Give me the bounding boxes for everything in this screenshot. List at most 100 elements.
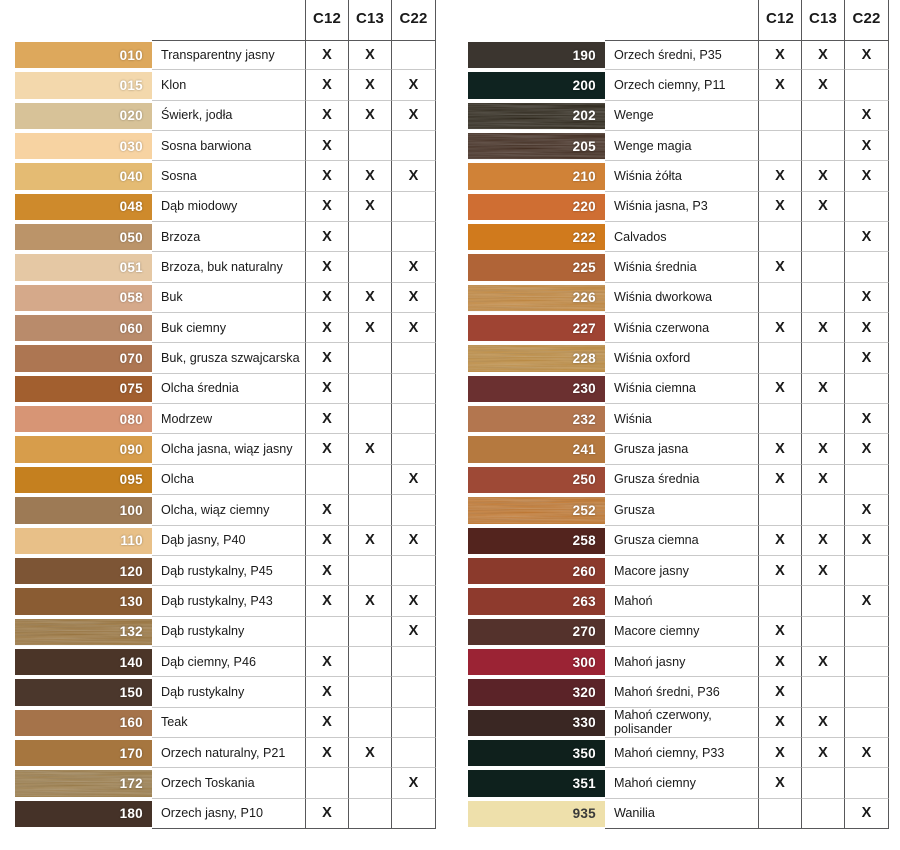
table-row[interactable]: 090 Olcha jasna, wiąz jasny X X (15, 434, 436, 465)
color-swatch[interactable]: 075 (15, 373, 152, 405)
availability-cell-c12[interactable]: X (305, 191, 348, 223)
availability-cell-c13[interactable] (801, 616, 844, 647)
availability-cell-c13[interactable] (348, 373, 391, 405)
availability-cell-c12[interactable] (758, 495, 801, 526)
table-row[interactable]: 130 Dąb rustykalny, P43 X X X (15, 586, 436, 617)
color-swatch[interactable]: 080 (15, 404, 152, 435)
availability-cell-c12[interactable] (305, 768, 348, 799)
availability-cell-c22[interactable]: X (391, 616, 436, 647)
color-swatch[interactable]: 258 (468, 525, 605, 556)
table-row[interactable]: 350 Mahoń ciemny, P33 X X X (468, 737, 889, 769)
color-swatch[interactable]: 132 (15, 616, 152, 647)
table-row[interactable]: 070 Buk, grusza szwajcarska X (15, 343, 436, 374)
availability-cell-c22[interactable] (844, 70, 889, 101)
availability-cell-c13[interactable] (348, 464, 391, 496)
table-row[interactable]: 075 Olcha średnia X (15, 373, 436, 405)
color-swatch[interactable]: 210 (468, 161, 605, 192)
table-row[interactable]: 232 Wiśnia X (468, 404, 889, 435)
table-row[interactable]: 058 Buk X X X (15, 282, 436, 314)
availability-cell-c13[interactable]: X (801, 373, 844, 405)
table-row[interactable]: 015 Klon X X X (15, 70, 436, 101)
table-row[interactable]: 132 Dąb rustykalny X (15, 616, 436, 647)
availability-cell-c13[interactable]: X (801, 646, 844, 678)
availability-cell-c22[interactable] (844, 555, 889, 587)
availability-cell-c22[interactable]: X (844, 282, 889, 314)
color-swatch[interactable]: 058 (15, 282, 152, 314)
availability-cell-c13[interactable] (801, 586, 844, 617)
color-swatch[interactable]: 051 (15, 252, 152, 283)
availability-cell-c22[interactable]: X (844, 100, 889, 132)
availability-cell-c13[interactable]: X (801, 191, 844, 223)
color-swatch[interactable]: 150 (15, 677, 152, 708)
color-swatch[interactable]: 300 (468, 646, 605, 678)
availability-cell-c13[interactable] (348, 131, 391, 162)
availability-cell-c12[interactable]: X (305, 131, 348, 162)
table-row[interactable]: 300 Mahoń jasny X X (468, 646, 889, 678)
availability-cell-c22[interactable] (391, 131, 436, 162)
table-row[interactable]: 935 Wanilia X (468, 798, 889, 829)
availability-cell-c13[interactable]: X (348, 282, 391, 314)
table-row[interactable]: 080 Modrzew X (15, 404, 436, 435)
table-row[interactable]: 140 Dąb ciemny, P46 X (15, 646, 436, 678)
availability-cell-c22[interactable]: X (391, 161, 436, 192)
availability-cell-c22[interactable] (391, 373, 436, 405)
availability-cell-c13[interactable] (348, 616, 391, 647)
availability-cell-c13[interactable] (801, 404, 844, 435)
availability-cell-c12[interactable]: X (758, 40, 801, 71)
availability-cell-c22[interactable] (844, 768, 889, 799)
availability-cell-c13[interactable] (348, 677, 391, 708)
availability-cell-c22[interactable]: X (844, 40, 889, 71)
availability-cell-c22[interactable] (391, 707, 436, 738)
color-swatch[interactable]: 241 (468, 434, 605, 465)
color-swatch[interactable]: 200 (468, 70, 605, 101)
color-swatch[interactable]: 180 (15, 798, 152, 829)
availability-cell-c12[interactable]: X (305, 586, 348, 617)
availability-cell-c22[interactable]: X (844, 222, 889, 253)
color-swatch[interactable]: 330 (468, 707, 605, 738)
availability-cell-c13[interactable] (348, 404, 391, 435)
color-swatch[interactable]: 090 (15, 434, 152, 465)
availability-cell-c12[interactable]: X (305, 525, 348, 556)
availability-cell-c22[interactable] (391, 495, 436, 526)
availability-cell-c13[interactable]: X (801, 525, 844, 556)
availability-cell-c13[interactable]: X (801, 161, 844, 192)
color-swatch[interactable]: 351 (468, 768, 605, 799)
color-swatch[interactable]: 170 (15, 737, 152, 769)
color-swatch[interactable]: 172 (15, 768, 152, 799)
availability-cell-c22[interactable] (391, 677, 436, 708)
table-row[interactable]: 110 Dąb jasny, P40 X X X (15, 525, 436, 556)
availability-cell-c12[interactable]: X (305, 646, 348, 678)
availability-cell-c22[interactable]: X (391, 525, 436, 556)
availability-cell-c12[interactable]: X (758, 434, 801, 465)
availability-cell-c12[interactable]: X (305, 434, 348, 465)
table-row[interactable]: 200 Orzech ciemny, P11 X X (468, 70, 889, 101)
table-row[interactable]: 180 Orzech jasny, P10 X (15, 798, 436, 829)
availability-cell-c22[interactable]: X (391, 586, 436, 617)
color-swatch[interactable]: 230 (468, 373, 605, 405)
availability-cell-c12[interactable]: X (758, 737, 801, 769)
color-swatch[interactable]: 225 (468, 252, 605, 283)
availability-cell-c22[interactable] (391, 404, 436, 435)
availability-cell-c12[interactable] (758, 404, 801, 435)
table-row[interactable]: 010 Transparentny jasny X X (15, 40, 436, 71)
table-row[interactable]: 210 Wiśnia żółta X X X (468, 161, 889, 192)
availability-cell-c12[interactable] (758, 586, 801, 617)
availability-cell-c13[interactable]: X (348, 161, 391, 192)
availability-cell-c13[interactable]: X (801, 40, 844, 71)
availability-cell-c12[interactable] (758, 798, 801, 829)
availability-cell-c22[interactable]: X (844, 161, 889, 192)
availability-cell-c22[interactable]: X (844, 495, 889, 526)
availability-cell-c13[interactable]: X (801, 464, 844, 496)
availability-cell-c22[interactable]: X (844, 434, 889, 465)
availability-cell-c13[interactable] (348, 555, 391, 587)
availability-cell-c12[interactable]: X (305, 222, 348, 253)
availability-cell-c22[interactable] (844, 707, 889, 738)
availability-cell-c13[interactable]: X (348, 586, 391, 617)
availability-cell-c12[interactable]: X (758, 555, 801, 587)
availability-cell-c22[interactable]: X (844, 343, 889, 374)
availability-cell-c22[interactable] (844, 677, 889, 708)
availability-cell-c22[interactable] (391, 555, 436, 587)
availability-cell-c13[interactable]: X (348, 737, 391, 769)
table-row[interactable]: 230 Wiśnia ciemna X X (468, 373, 889, 405)
table-row[interactable]: 170 Orzech naturalny, P21 X X (15, 737, 436, 769)
